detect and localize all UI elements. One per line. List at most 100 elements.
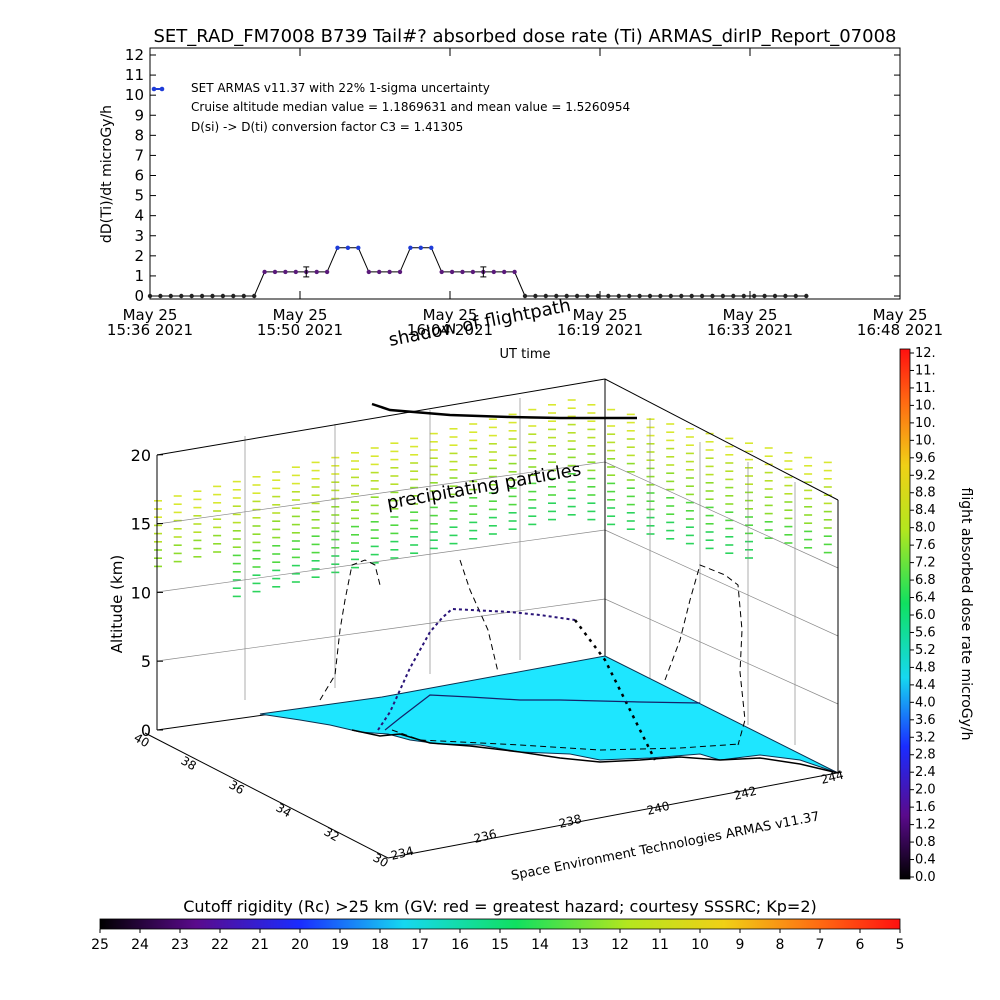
- vertical-colorbar-tick-label: 9.2: [915, 468, 936, 483]
- data-point: [658, 293, 663, 299]
- horizontal-colorbar: Cutoff rigidity (Rc) >25 km (GV: red = g…: [91, 897, 904, 953]
- data-point: [762, 293, 767, 299]
- y-tick-label: 5: [134, 187, 144, 205]
- data-point: [408, 245, 413, 250]
- altitude-ticks: 0 5 10 15 20: [131, 446, 163, 740]
- horizontal-colorbar-tick-label: 19: [331, 937, 349, 953]
- vertical-colorbar-tick-label: 7.2: [915, 556, 936, 571]
- data-point: [356, 245, 361, 250]
- altitude-tick-label: 10: [131, 583, 151, 602]
- data-point: [345, 245, 351, 250]
- data-point: [168, 293, 173, 299]
- horizontal-colorbar-tick-label: 23: [171, 937, 189, 953]
- 3d-box-grid: [156, 398, 839, 745]
- top-y-axis-label: dD(Ti)/dt microGy/h: [99, 105, 115, 243]
- vertical-colorbar-tick-label: 0.4: [915, 853, 936, 868]
- data-point: [491, 269, 496, 275]
- vertical-colorbar-tick-label: 8.0: [915, 521, 936, 536]
- ground-surface: [259, 655, 839, 774]
- altitude-axis-label: Altitude (km): [108, 555, 126, 653]
- data-point: [512, 269, 517, 275]
- legend-conversion-factor: D(si) -> D(ti) conversion factor C3 = 1.…: [191, 120, 463, 134]
- data-point: [574, 293, 580, 299]
- data-point: [449, 269, 455, 275]
- vertical-colorbar-tick-label: 5.6: [915, 625, 936, 640]
- data-point: [210, 293, 215, 299]
- vertical-colorbar-tick-label: 0.8: [915, 835, 936, 850]
- data-point: [502, 269, 507, 275]
- y-tick-label: 6: [134, 167, 144, 185]
- horizontal-colorbar-ticks: 25 24 23 22 21 20 19 18 17 16 15 14 13 12 11 10 9 8 7 6 5: [91, 929, 904, 953]
- vertical-colorbar-label: flight absorbed dose rate microGy/h: [958, 488, 974, 741]
- vertical-colorbar-tick-label: 10.: [915, 398, 936, 413]
- data-point: [335, 245, 340, 250]
- horizontal-colorbar-tick-label: 21: [251, 937, 269, 953]
- y-tick-label: 7: [134, 146, 144, 164]
- base-axes: [144, 732, 843, 859]
- data-point: [158, 293, 163, 299]
- data-point: [564, 293, 569, 299]
- altitude-tick-label: 0: [141, 721, 151, 740]
- x-tick-label-date: May 25: [573, 306, 628, 324]
- top-series: [147, 245, 809, 299]
- horizontal-colorbar-tick-label: 14: [531, 937, 549, 953]
- horizontal-colorbar-tick-label: 5: [896, 937, 905, 953]
- horizontal-colorbar-tick-label: 9: [736, 937, 745, 953]
- data-point: [272, 269, 278, 275]
- vertical-colorbar: 0.0 0.4 0.8 1.2 1.6 2.0 2.4 2.8 3.2 3.6 4.0 4.4 4.8 5…: [899, 346, 974, 885]
- vertical-colorbar-tick-label: 6.8: [915, 573, 936, 588]
- altitude-tick-label: 15: [131, 515, 151, 534]
- horizontal-colorbar-tick-label: 15: [491, 937, 509, 953]
- vertical-colorbar-tick-label: 11.: [915, 363, 936, 378]
- data-point: [241, 293, 246, 299]
- horizontal-colorbar-tick-label: 10: [691, 937, 709, 953]
- y-tick-label: 12: [125, 46, 144, 64]
- y-tick-label: 11: [125, 66, 144, 84]
- data-point: [460, 269, 465, 275]
- altitude-tick-label: 5: [141, 652, 151, 671]
- horizontal-colorbar-tick-label: 13: [571, 937, 589, 953]
- data-point: [741, 293, 746, 299]
- series-line: [150, 247, 807, 297]
- vertical-colorbar-tick-label: 3.2: [915, 730, 936, 745]
- vertical-colorbar-tick-label: 8.4: [915, 503, 936, 518]
- data-point: [585, 293, 590, 299]
- legend-cruise-stats: Cruise altitude median value = 1.1869631…: [191, 100, 630, 114]
- data-point: [720, 293, 726, 299]
- data-point: [377, 269, 382, 275]
- x-tick-label-time: 16:04 2021: [407, 321, 493, 339]
- data-point: [189, 293, 194, 299]
- horizontal-colorbar-tick-label: 11: [651, 937, 669, 953]
- x-tick-label-time: 16:33 2021: [707, 321, 793, 339]
- vertical-colorbar-tick-label: 2.4: [915, 765, 936, 780]
- x-tick-label-date: May 25: [123, 306, 178, 324]
- data-point: [710, 293, 715, 299]
- data-point: [554, 293, 559, 299]
- top-error-bars: [303, 266, 487, 278]
- vertical-colorbar-tick-label: 2.0: [915, 783, 936, 798]
- y-tick-label: 2: [134, 247, 144, 265]
- legend-series-label: SET ARMAS v11.37 with 22% 1-sigma uncert…: [191, 81, 490, 95]
- y-tick-label: 0: [134, 287, 144, 305]
- longitude-tick-label: 244: [819, 768, 845, 787]
- data-point: [637, 293, 642, 299]
- vertical-colorbar-tick-label: 4.8: [915, 660, 936, 675]
- latitude-tick-label: 38: [179, 753, 199, 773]
- horizontal-colorbar-tick-label: 18: [371, 937, 389, 953]
- data-point: [679, 293, 684, 299]
- data-point: [793, 293, 798, 299]
- data-point: [252, 293, 257, 299]
- data-point: [699, 293, 705, 299]
- horizontal-colorbar-tick-label: 8: [776, 937, 785, 953]
- vertical-colorbar-tick-label: 3.6: [915, 713, 936, 728]
- flightpath-3d: [371, 402, 701, 761]
- vertical-colorbar-tick-label: 8.8: [915, 486, 936, 501]
- precipitating-particles-field: [154, 399, 832, 598]
- data-point: [293, 269, 298, 275]
- data-point: [314, 269, 319, 275]
- horizontal-colorbar-tick-label: 7: [816, 937, 825, 953]
- vertical-colorbar-tick-label: 0.0: [915, 870, 936, 885]
- x-tick-label-date: May 25: [423, 306, 478, 324]
- x-tick-label-date: May 25: [273, 306, 328, 324]
